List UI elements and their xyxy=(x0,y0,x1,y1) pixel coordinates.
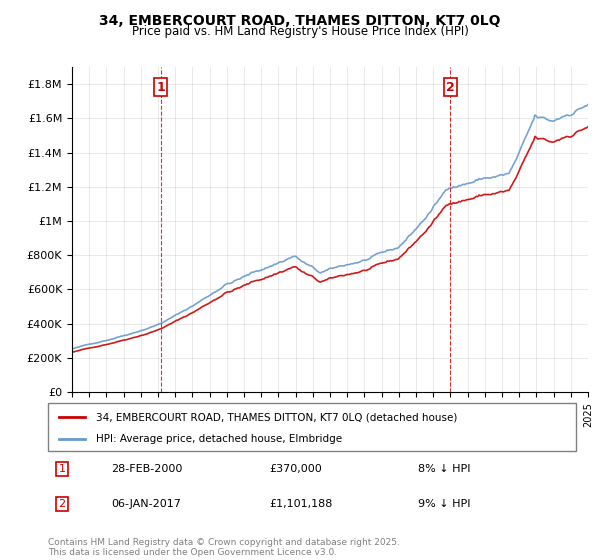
Text: 28-FEB-2000: 28-FEB-2000 xyxy=(112,464,183,474)
Text: £370,000: £370,000 xyxy=(270,464,323,474)
Text: 1: 1 xyxy=(156,81,165,94)
Text: £1,101,188: £1,101,188 xyxy=(270,499,333,509)
Text: 9% ↓ HPI: 9% ↓ HPI xyxy=(418,499,470,509)
Text: 8% ↓ HPI: 8% ↓ HPI xyxy=(418,464,470,474)
Text: Contains HM Land Registry data © Crown copyright and database right 2025.
This d: Contains HM Land Registry data © Crown c… xyxy=(48,538,400,557)
Text: 2: 2 xyxy=(59,499,65,509)
Text: 34, EMBERCOURT ROAD, THAMES DITTON, KT7 0LQ: 34, EMBERCOURT ROAD, THAMES DITTON, KT7 … xyxy=(99,14,501,28)
Text: 34, EMBERCOURT ROAD, THAMES DITTON, KT7 0LQ (detached house): 34, EMBERCOURT ROAD, THAMES DITTON, KT7 … xyxy=(95,413,457,422)
Text: 1: 1 xyxy=(59,464,65,474)
FancyBboxPatch shape xyxy=(48,403,576,451)
Text: Price paid vs. HM Land Registry's House Price Index (HPI): Price paid vs. HM Land Registry's House … xyxy=(131,25,469,38)
Text: 2: 2 xyxy=(446,81,455,94)
Text: 06-JAN-2017: 06-JAN-2017 xyxy=(112,499,181,509)
Text: HPI: Average price, detached house, Elmbridge: HPI: Average price, detached house, Elmb… xyxy=(95,434,341,444)
